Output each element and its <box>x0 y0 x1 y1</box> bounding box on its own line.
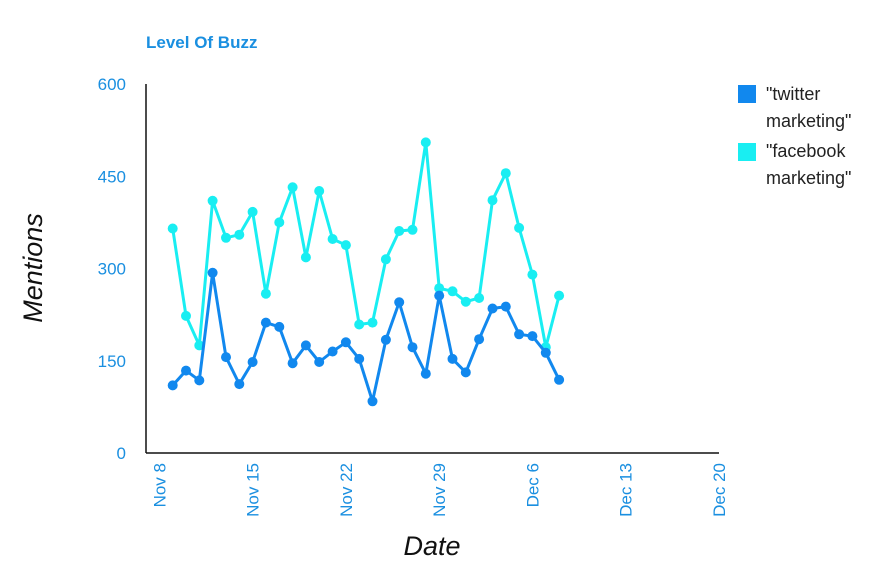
series-layer <box>167 137 565 407</box>
legend-swatch <box>738 143 756 161</box>
data-point <box>434 283 445 294</box>
chart-title: Level Of Buzz <box>146 33 257 52</box>
data-point <box>474 293 485 303</box>
data-point <box>221 232 231 243</box>
data-point <box>380 254 391 265</box>
data-point <box>500 301 511 312</box>
data-point <box>234 229 245 240</box>
data-point <box>287 182 298 193</box>
series-1 <box>167 137 565 353</box>
y-tick-label: 150 <box>98 352 126 371</box>
y-tick-label: 300 <box>98 260 126 279</box>
data-point <box>514 329 525 340</box>
y-axis-title: Mentions <box>18 213 48 323</box>
legend: "twitter marketing" "facebook marketing" <box>738 84 851 188</box>
x-tick-label: Dec 13 <box>617 463 636 517</box>
data-point <box>527 331 538 342</box>
x-tick-label: Nov 8 <box>150 463 169 507</box>
data-point <box>340 240 351 251</box>
data-point <box>514 222 525 233</box>
data-point <box>181 365 191 376</box>
series-0 <box>167 267 565 407</box>
data-point <box>300 340 311 351</box>
data-point <box>380 334 391 345</box>
data-point <box>181 310 191 321</box>
data-point <box>407 342 418 353</box>
data-point <box>327 234 338 244</box>
data-point <box>487 195 498 206</box>
y-tick-label: 450 <box>98 167 126 186</box>
data-point <box>527 269 538 280</box>
x-axis-title: Date <box>403 531 460 561</box>
data-point <box>554 374 565 385</box>
data-point <box>167 380 178 391</box>
data-point <box>540 347 551 358</box>
data-point <box>207 195 218 206</box>
x-tick-label: Nov 22 <box>337 463 356 517</box>
data-point <box>420 368 431 379</box>
data-point <box>487 303 498 314</box>
data-point <box>327 346 338 357</box>
data-point <box>340 337 351 348</box>
legend-label: "twitter marketing" <box>766 84 851 131</box>
data-point <box>247 206 258 217</box>
data-point <box>394 226 405 236</box>
data-point <box>194 340 205 351</box>
legend-swatch <box>738 85 756 103</box>
data-point <box>500 168 511 179</box>
y-tick-label: 0 <box>117 444 126 463</box>
data-point <box>367 396 378 407</box>
y-tick-label: 600 <box>98 75 126 94</box>
data-point <box>420 137 431 148</box>
data-point <box>314 357 325 367</box>
data-point <box>274 217 285 228</box>
data-point <box>247 357 258 367</box>
data-point <box>260 317 271 328</box>
data-point <box>300 252 311 263</box>
x-axis-ticks: Nov 8 Nov 15 Nov 22 Nov 29 Dec 6 Dec 13 Dec 20 <box>150 463 729 517</box>
data-point <box>554 290 565 301</box>
data-point <box>167 223 178 234</box>
data-point <box>194 375 205 386</box>
series-line <box>171 271 561 403</box>
data-point <box>460 367 471 378</box>
x-tick-label: Dec 20 <box>710 463 729 517</box>
data-point <box>287 358 298 369</box>
data-point <box>460 296 471 307</box>
data-point <box>354 319 365 330</box>
data-point <box>447 353 458 364</box>
data-point <box>314 186 325 196</box>
axes <box>145 84 719 454</box>
data-point <box>394 297 405 308</box>
data-point <box>221 352 231 363</box>
data-point <box>234 379 245 390</box>
legend-label: "facebook marketing" <box>766 141 851 188</box>
data-point <box>434 290 445 301</box>
data-point <box>474 334 485 345</box>
data-point <box>274 321 285 332</box>
y-axis-ticks: 0 150 300 450 600 <box>98 75 126 463</box>
data-point <box>447 286 458 297</box>
data-point <box>367 317 378 328</box>
data-point <box>354 353 365 364</box>
data-point <box>207 267 218 278</box>
x-tick-label: Dec 6 <box>523 463 542 507</box>
x-tick-label: Nov 29 <box>430 463 449 517</box>
data-point <box>407 224 418 235</box>
x-tick-label: Nov 15 <box>244 463 263 517</box>
data-point <box>260 288 271 299</box>
